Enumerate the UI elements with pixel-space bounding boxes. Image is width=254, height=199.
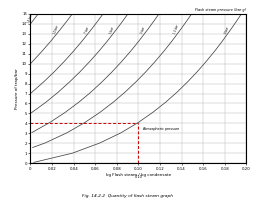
Text: 5 bar: 5 bar — [109, 26, 115, 34]
Text: Atmospheric pressure: Atmospheric pressure — [143, 127, 179, 131]
Text: 0 bar: 0 bar — [224, 26, 230, 34]
Text: 14 bar: 14 bar — [27, 14, 34, 23]
Text: Flash steam pressure (bar g): Flash steam pressure (bar g) — [195, 8, 246, 12]
Text: 0.10: 0.10 — [134, 175, 142, 179]
Text: 7 bar: 7 bar — [84, 26, 90, 34]
Text: 10 bar: 10 bar — [53, 24, 59, 34]
Text: 1.5 bar: 1.5 bar — [173, 23, 180, 34]
Text: 3 bar: 3 bar — [141, 26, 147, 34]
Text: Fig. 14.2.2  Quantity of flash steam graph: Fig. 14.2.2 Quantity of flash steam grap… — [82, 194, 172, 198]
X-axis label: kg Flash steam / kg condensate: kg Flash steam / kg condensate — [106, 174, 171, 178]
Y-axis label: Pressure of trap/bar: Pressure of trap/bar — [15, 68, 19, 109]
